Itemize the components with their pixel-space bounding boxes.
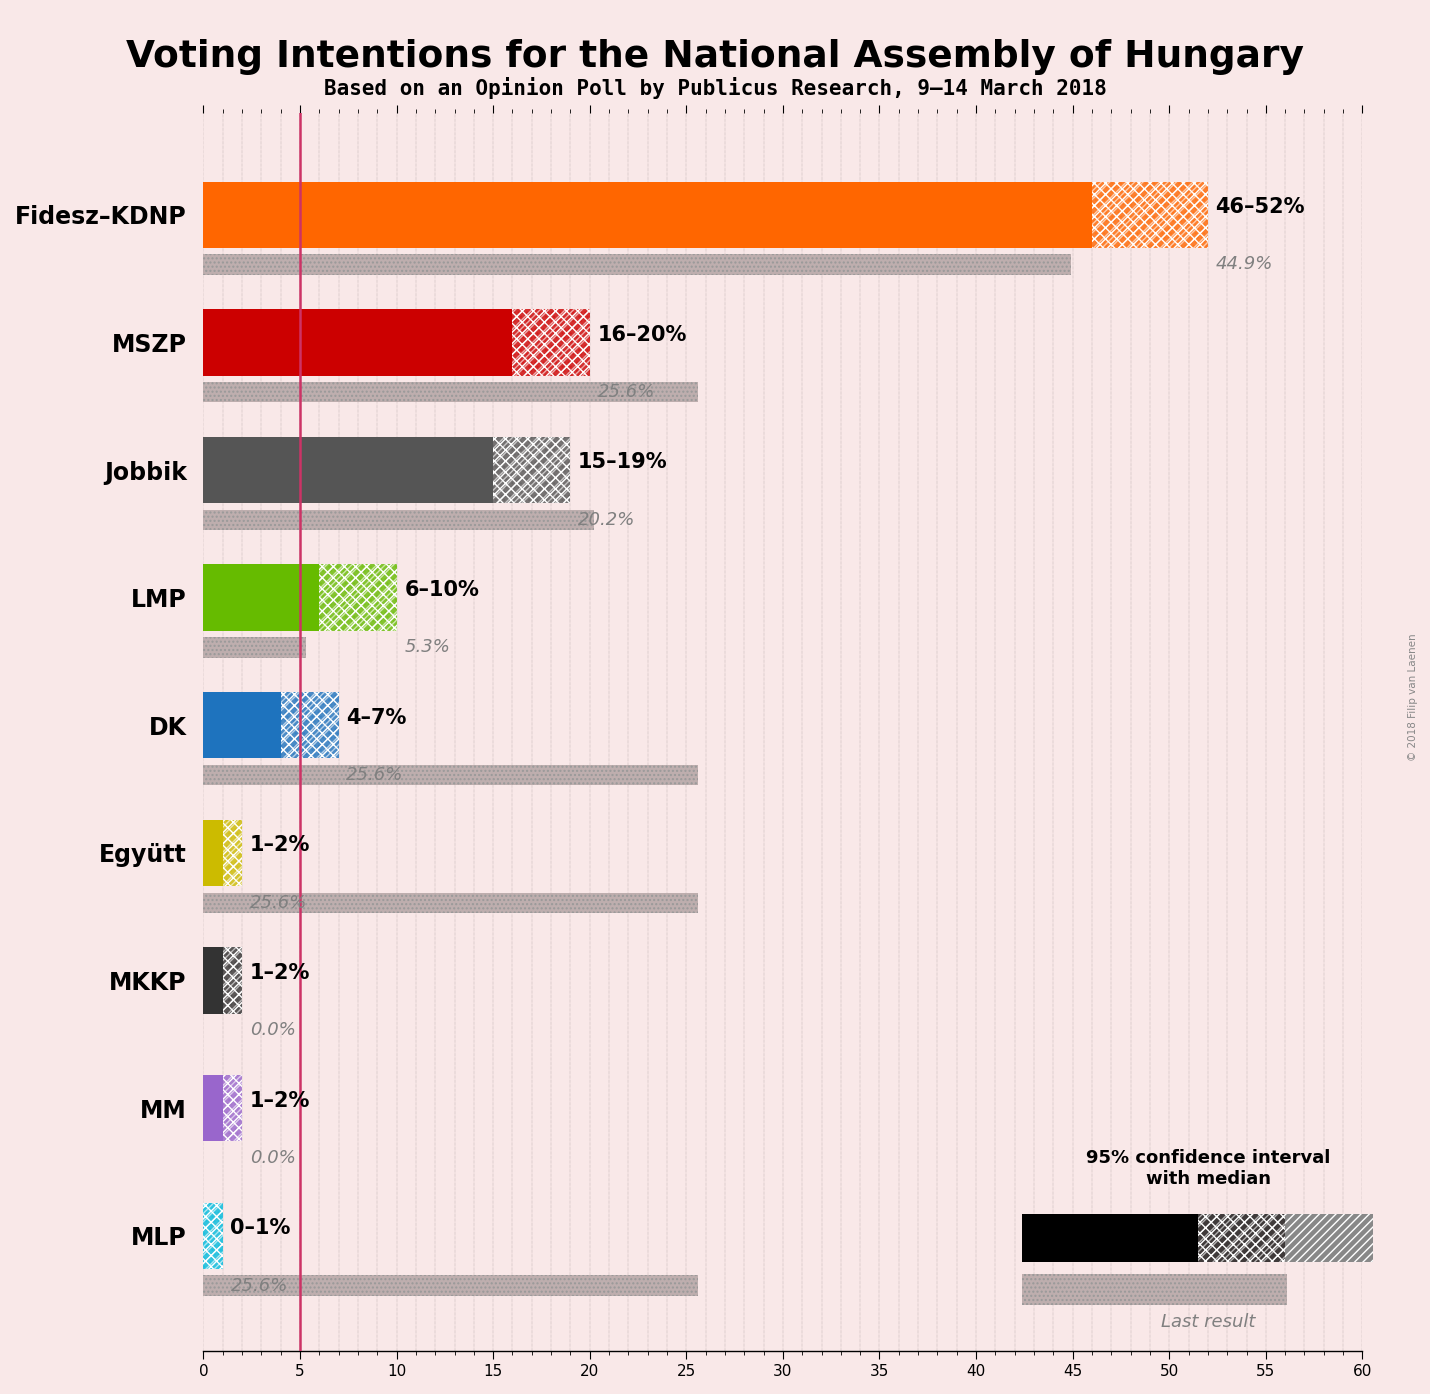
Bar bbox=[203, 181, 1093, 248]
Bar bbox=[203, 765, 698, 785]
Bar bbox=[203, 1075, 242, 1142]
Bar bbox=[280, 691, 339, 758]
Bar bbox=[223, 820, 242, 887]
Bar bbox=[203, 309, 589, 375]
Bar bbox=[203, 820, 242, 887]
Text: 5.3%: 5.3% bbox=[405, 638, 450, 657]
Bar bbox=[203, 436, 493, 503]
Bar bbox=[203, 892, 698, 913]
Bar bbox=[203, 637, 306, 658]
Text: 25.6%: 25.6% bbox=[598, 383, 655, 401]
Bar bbox=[512, 309, 589, 375]
Bar bbox=[203, 948, 223, 1013]
Bar bbox=[223, 948, 242, 1013]
Bar bbox=[203, 948, 242, 1013]
Bar bbox=[203, 254, 1071, 275]
Bar bbox=[203, 1203, 223, 1269]
Bar bbox=[1198, 1214, 1286, 1262]
Bar bbox=[203, 892, 698, 913]
Text: 4–7%: 4–7% bbox=[346, 708, 406, 728]
Bar bbox=[203, 1203, 223, 1269]
Bar bbox=[203, 948, 242, 1013]
Bar bbox=[203, 254, 1071, 275]
Bar bbox=[1022, 1274, 1287, 1305]
Bar bbox=[1022, 1214, 1198, 1262]
Bar bbox=[223, 820, 242, 887]
Bar bbox=[280, 691, 339, 758]
Bar bbox=[223, 948, 242, 1013]
Bar bbox=[203, 510, 593, 530]
Text: Based on an Opinion Poll by Publicus Research, 9–14 March 2018: Based on an Opinion Poll by Publicus Res… bbox=[323, 77, 1107, 99]
Bar bbox=[319, 565, 396, 631]
Bar bbox=[203, 820, 242, 887]
Bar bbox=[223, 1075, 242, 1142]
Text: © 2018 Filip van Laenen: © 2018 Filip van Laenen bbox=[1409, 633, 1417, 761]
Bar bbox=[203, 1203, 223, 1269]
Text: 1–2%: 1–2% bbox=[250, 963, 310, 983]
Text: 1–2%: 1–2% bbox=[250, 835, 310, 856]
Bar bbox=[1022, 1274, 1287, 1305]
Bar bbox=[319, 565, 396, 631]
Bar bbox=[203, 382, 698, 403]
Bar bbox=[203, 510, 593, 530]
Bar bbox=[512, 309, 589, 375]
Bar bbox=[203, 1276, 698, 1296]
Bar bbox=[203, 691, 339, 758]
Text: 25.6%: 25.6% bbox=[250, 894, 307, 912]
Bar bbox=[203, 309, 512, 375]
Text: 6–10%: 6–10% bbox=[405, 580, 479, 599]
Bar bbox=[203, 1203, 223, 1269]
Bar bbox=[203, 436, 571, 503]
Bar bbox=[203, 565, 396, 631]
Text: 15–19%: 15–19% bbox=[578, 452, 668, 473]
Text: 25.6%: 25.6% bbox=[230, 1277, 287, 1295]
Text: 20.2%: 20.2% bbox=[578, 510, 635, 528]
Bar bbox=[493, 436, 571, 503]
Bar bbox=[203, 1276, 698, 1296]
Bar bbox=[493, 436, 571, 503]
Bar bbox=[203, 565, 319, 631]
Text: Last result: Last result bbox=[1161, 1313, 1256, 1330]
Bar bbox=[1093, 181, 1208, 248]
Bar bbox=[319, 565, 396, 631]
Bar bbox=[203, 691, 280, 758]
Bar bbox=[203, 691, 339, 758]
Bar bbox=[203, 1203, 223, 1269]
Text: 0.0%: 0.0% bbox=[250, 1022, 296, 1040]
Bar bbox=[223, 948, 242, 1013]
Bar bbox=[493, 436, 571, 503]
Text: 16–20%: 16–20% bbox=[598, 325, 686, 344]
Bar bbox=[203, 309, 589, 375]
Bar bbox=[280, 691, 339, 758]
Bar bbox=[203, 765, 698, 785]
Text: 0.0%: 0.0% bbox=[250, 1149, 296, 1167]
Text: 95% confidence interval
with median: 95% confidence interval with median bbox=[1087, 1149, 1330, 1188]
Bar bbox=[1286, 1214, 1373, 1262]
Text: 0–1%: 0–1% bbox=[230, 1218, 290, 1238]
Bar bbox=[203, 1075, 223, 1142]
Text: 44.9%: 44.9% bbox=[1216, 255, 1273, 273]
Bar bbox=[223, 1075, 242, 1142]
Bar bbox=[203, 565, 396, 631]
Bar bbox=[1093, 181, 1208, 248]
Bar bbox=[203, 1075, 242, 1142]
Bar bbox=[203, 181, 1208, 248]
Bar bbox=[203, 820, 223, 887]
Text: 46–52%: 46–52% bbox=[1216, 197, 1306, 217]
Bar bbox=[203, 637, 306, 658]
Bar bbox=[1198, 1214, 1286, 1262]
Bar bbox=[1093, 181, 1208, 248]
Bar bbox=[1198, 1214, 1286, 1262]
Bar bbox=[203, 436, 571, 503]
Bar bbox=[1286, 1214, 1373, 1262]
Bar bbox=[223, 1075, 242, 1142]
Bar bbox=[203, 181, 1208, 248]
Bar bbox=[203, 382, 698, 403]
Bar bbox=[223, 820, 242, 887]
Text: 25.6%: 25.6% bbox=[346, 767, 403, 783]
Bar bbox=[512, 309, 589, 375]
Text: Voting Intentions for the National Assembly of Hungary: Voting Intentions for the National Assem… bbox=[126, 39, 1304, 75]
Text: 1–2%: 1–2% bbox=[250, 1090, 310, 1111]
